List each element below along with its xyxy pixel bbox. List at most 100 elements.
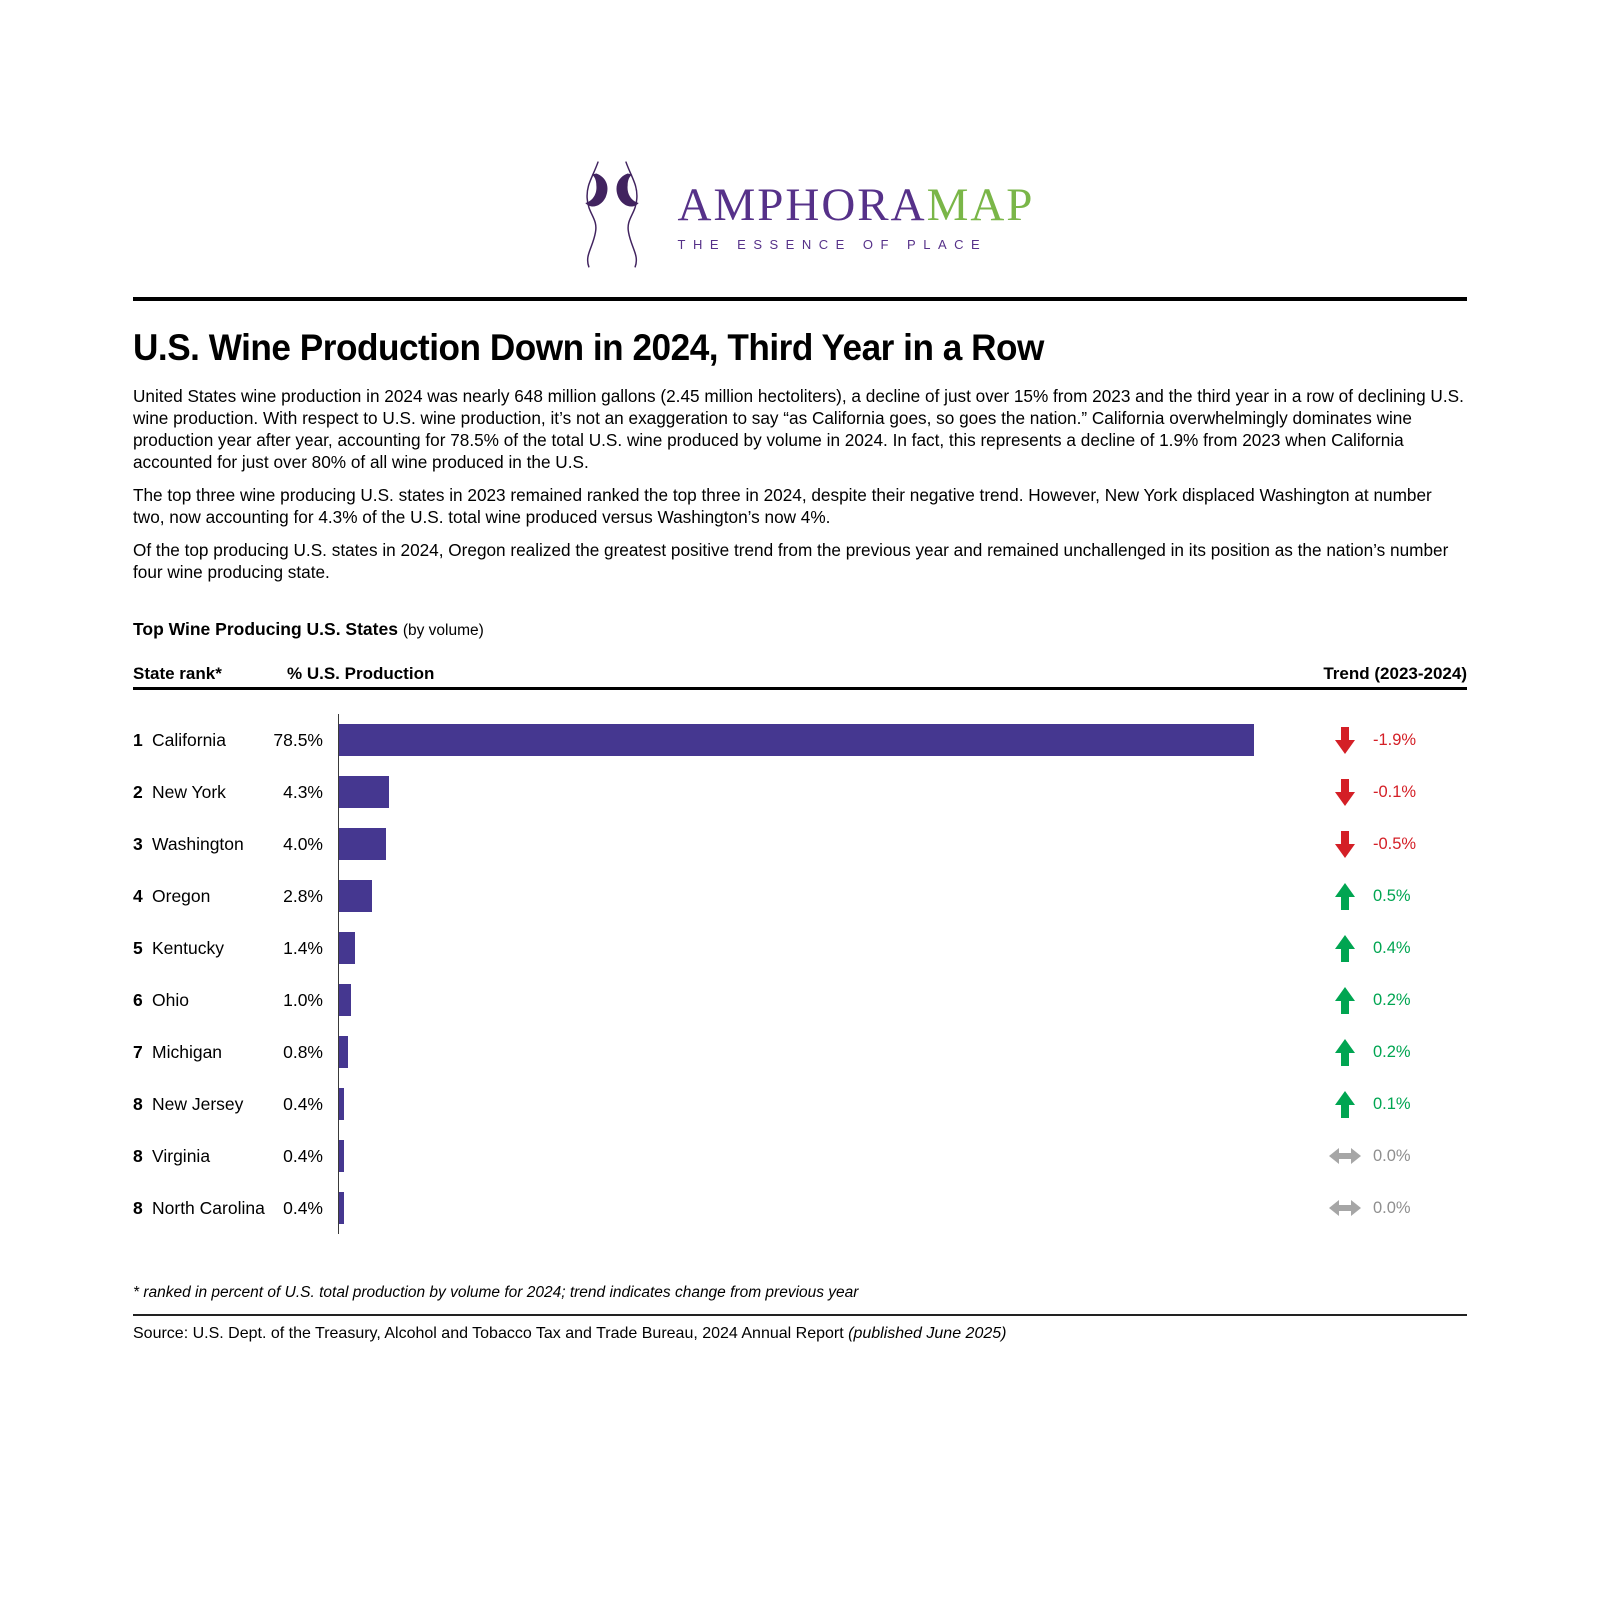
table-row: 8 New Jersey 0.4% 0.1%: [133, 1078, 1467, 1131]
table-row: 7 Michigan 0.8% 0.2%: [133, 1026, 1467, 1079]
state-rank: 8: [133, 1093, 143, 1114]
trend-cell: 0.0%: [1329, 1182, 1411, 1234]
footnote: * ranked in percent of U.S. total produc…: [133, 1284, 859, 1302]
table-row: 1 California 78.5% -1.9%: [133, 714, 1467, 767]
down-arrow-icon: [1329, 726, 1361, 754]
trend-value: 0.2%: [1373, 990, 1411, 1009]
paragraph-1: United States wine production in 2024 wa…: [133, 386, 1464, 473]
production-percent: 0.4%: [283, 1145, 323, 1166]
source-line: Source: U.S. Dept. of the Treasury, Alco…: [133, 1325, 1467, 1343]
state-rank: 6: [133, 989, 143, 1010]
state-name: California: [152, 729, 226, 750]
production-bar: [339, 932, 356, 965]
trend-cell: 0.2%: [1329, 1026, 1411, 1078]
state-rank: 8: [133, 1197, 143, 1218]
table-row: 3 Washington 4.0% -0.5%: [133, 818, 1467, 871]
article-body: United States wine production in 2024 wa…: [133, 385, 1467, 583]
trend-value: -1.9%: [1373, 730, 1417, 749]
state-rank: 7: [133, 1041, 143, 1062]
page-title: U.S. Wine Production Down in 2024, Third…: [133, 327, 1044, 368]
left-right-arrow-icon: [1329, 1200, 1361, 1217]
production-bar: [339, 1192, 344, 1225]
trend-value: 0.1%: [1373, 1094, 1411, 1113]
trend-cell: -0.5%: [1329, 818, 1416, 870]
trend-cell: -0.1%: [1329, 766, 1416, 818]
trend-value: -0.5%: [1373, 834, 1417, 853]
production-percent: 1.4%: [283, 937, 323, 958]
production-percent: 2.8%: [283, 885, 323, 906]
paragraph-3: Of the top producing U.S. states in 2024…: [133, 540, 1449, 583]
state-name: Virginia: [152, 1145, 211, 1166]
footer-divider: [133, 1314, 1467, 1317]
production-bar: [339, 984, 351, 1017]
bar-track: [338, 1026, 1467, 1079]
production-percent: 78.5%: [273, 729, 323, 750]
trend-cell: 0.0%: [1329, 1130, 1411, 1182]
table-header: State rank* % U.S. Production Trend (202…: [133, 664, 1467, 691]
page: AMPHORAMAP THE ESSENCE OF PLACE U.S. Win…: [133, 0, 1467, 1343]
up-arrow-icon: [1329, 986, 1361, 1014]
table-row: 8 North Carolina 0.4% 0.0%: [133, 1182, 1467, 1235]
production-bar: [339, 1036, 349, 1069]
production-percent: 0.8%: [283, 1041, 323, 1062]
bar-track: [338, 974, 1467, 1027]
bar-chart: 1 California 78.5% -1.9% 2 New York 4.3%…: [133, 714, 1467, 1235]
chart-title-sub: (by volume): [402, 622, 484, 640]
trend-value: 0.0%: [1373, 1146, 1411, 1165]
production-percent: 4.3%: [283, 781, 323, 802]
brand-tagline: THE ESSENCE OF PLACE: [677, 236, 988, 252]
up-arrow-icon: [1329, 882, 1361, 910]
state-name: Oregon: [152, 885, 211, 906]
brand-logo: AMPHORAMAP THE ESSENCE OF PLACE: [133, 0, 1467, 275]
state-name: New Jersey: [152, 1093, 244, 1114]
bar-track: [338, 1078, 1467, 1131]
state-rank: 1: [133, 729, 143, 750]
up-arrow-icon: [1329, 1090, 1361, 1118]
up-arrow-icon: [1329, 1038, 1361, 1066]
production-bar: [339, 776, 390, 809]
trend-cell: 0.1%: [1329, 1078, 1411, 1130]
state-name: Ohio: [152, 989, 189, 1010]
table-row: 6 Ohio 1.0% 0.2%: [133, 974, 1467, 1027]
amphora-logo-icon: [566, 158, 658, 275]
header-divider: [133, 297, 1467, 301]
left-right-arrow-icon: [1329, 1148, 1361, 1165]
down-arrow-icon: [1329, 778, 1361, 806]
column-header-trend: Trend (2023-2024): [1323, 664, 1467, 684]
state-name: Kentucky: [152, 937, 224, 958]
trend-value: 0.4%: [1373, 938, 1411, 957]
trend-cell: -1.9%: [1329, 714, 1416, 766]
production-bar: [339, 880, 372, 913]
column-header-state-rank: State rank*: [133, 664, 222, 684]
state-rank: 5: [133, 937, 143, 958]
production-bar: [339, 1140, 344, 1173]
production-percent: 1.0%: [283, 989, 323, 1010]
bar-track: [338, 1182, 1467, 1235]
bar-track: [338, 1130, 1467, 1183]
state-rank: 2: [133, 781, 143, 802]
brand-name-map: MAP: [926, 178, 1035, 231]
trend-cell: 0.4%: [1329, 922, 1411, 974]
bar-track: [338, 766, 1467, 819]
state-rank: 3: [133, 833, 143, 854]
production-percent: 4.0%: [283, 833, 323, 854]
production-bar: [339, 1088, 344, 1121]
state-rank: 4: [133, 885, 143, 906]
trend-cell: 0.2%: [1329, 974, 1411, 1026]
brand-name-amphora: AMPHORA: [677, 178, 927, 231]
bar-track: [338, 870, 1467, 923]
state-name: Washington: [152, 833, 244, 854]
production-bar: [339, 724, 1254, 757]
chart-title: Top Wine Producing U.S. States (by volum…: [133, 619, 1467, 640]
trend-value: 0.0%: [1373, 1198, 1411, 1217]
production-percent: 0.4%: [283, 1093, 323, 1114]
up-arrow-icon: [1329, 934, 1361, 962]
down-arrow-icon: [1329, 830, 1361, 858]
state-rank: 8: [133, 1145, 143, 1166]
bar-track: [338, 922, 1467, 975]
production-bar: [339, 828, 386, 861]
state-name: Michigan: [152, 1041, 223, 1062]
bar-track: [338, 714, 1467, 767]
state-name: North Carolina: [152, 1197, 265, 1218]
chart-title-main: Top Wine Producing U.S. States: [133, 619, 398, 640]
